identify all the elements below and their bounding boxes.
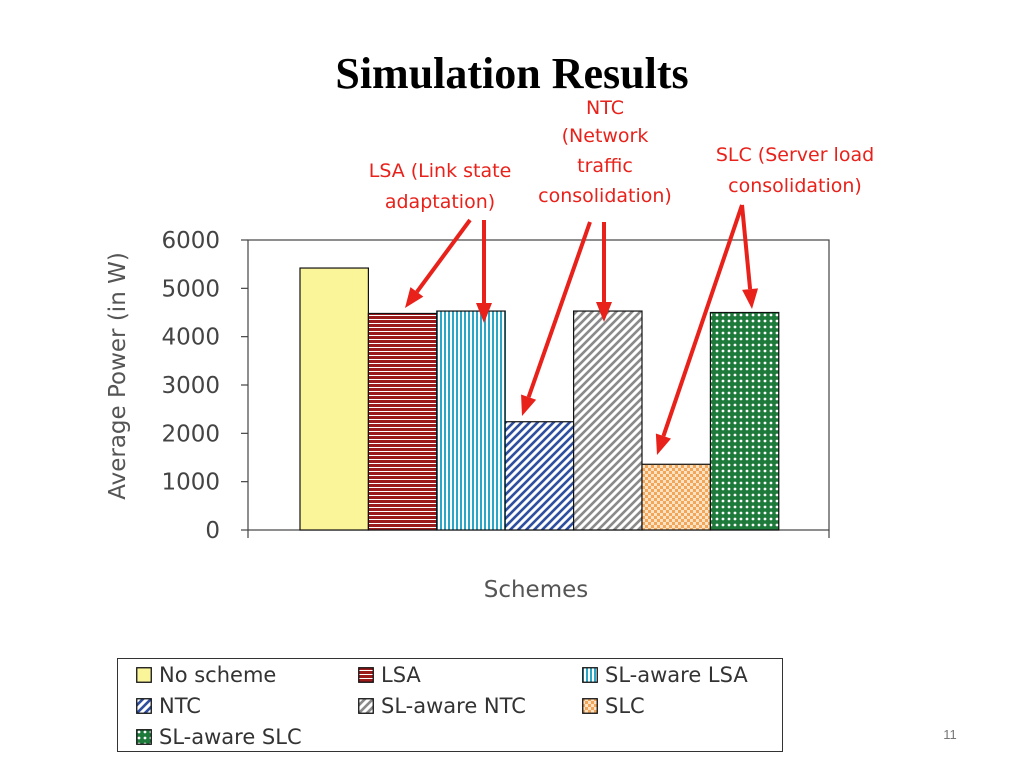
legend-item-lsa: LSA: [358, 661, 421, 689]
legend-swatch: [136, 698, 152, 714]
y-tick-label: 5000: [161, 276, 220, 302]
legend-item-ntc: NTC: [136, 692, 201, 720]
legend-swatch: [582, 698, 598, 714]
arrow-to-ntc: [521, 221, 592, 416]
legend-item-no-scheme: No scheme: [136, 661, 276, 689]
annotation-slc-line-2: consolidation): [728, 175, 862, 197]
x-axis-label: Schemes: [484, 577, 589, 603]
annotation-ntc: NTC (Network traffic consolidation): [515, 95, 695, 211]
arrow-to-sl-aware-slc: [740, 204, 759, 309]
chart-legend: No scheme LSA SL-aware LSA NTC SL-aware NTC S…: [117, 658, 783, 752]
slide-title: Simulation Results: [335, 49, 689, 98]
annotation-lsa-line-1: LSA (Link state: [368, 160, 512, 182]
legend-item-slc: SLC: [582, 692, 645, 720]
legend-label: NTC: [159, 694, 201, 718]
annotation-ntc-line-3: traffic: [577, 155, 633, 177]
arrow-to-sl-aware-ntc: [596, 222, 612, 322]
y-tick-label: 4000: [161, 325, 220, 351]
bar-sl-aware-lsa: [436, 310, 506, 531]
legend-item-sl-aware-slc: SL-aware SLC: [136, 723, 302, 751]
annotation-ntc-line-4: consolidation): [538, 185, 672, 207]
legend-item-sl-aware-lsa: SL-aware LSA: [582, 661, 748, 689]
bar-slc: [641, 463, 712, 531]
legend-label: No scheme: [159, 663, 277, 687]
legend-swatch: [358, 667, 374, 683]
annotation-ntc-line-2: (Network: [561, 125, 649, 147]
bar-no-scheme: [299, 267, 370, 531]
y-tick-label: 6000: [161, 228, 220, 254]
annotation-arrows: [405, 204, 759, 455]
y-axis-label: Average Power (in W): [105, 252, 131, 500]
y-axis-ticks: 0 1000 2000 3000 4000 5000 6000: [161, 228, 248, 544]
legend-label: SLC: [605, 694, 645, 718]
arrow-to-slc: [655, 204, 744, 455]
slide-number: 11: [943, 727, 957, 742]
annotation-lsa-line-2: adaptation): [384, 191, 496, 213]
bar-sl-aware-slc: [709, 311, 780, 531]
annotation-ntc-line-1: NTC: [586, 97, 624, 119]
legend-item-sl-aware-ntc: SL-aware NTC: [358, 692, 526, 720]
annotation-lsa: LSA (Link state adaptation): [340, 156, 540, 218]
y-tick-label: 3000: [161, 373, 220, 399]
legend-label: SL-aware SLC: [159, 725, 302, 749]
legend-swatch: [358, 698, 374, 714]
y-tick-label: 0: [205, 518, 220, 544]
legend-label: LSA: [381, 663, 421, 687]
bars: [299, 267, 780, 531]
legend-label: SL-aware NTC: [381, 694, 526, 718]
y-tick-label: 2000: [161, 421, 220, 447]
y-tick-label: 1000: [161, 470, 220, 496]
bar-sl-aware-ntc: [572, 310, 643, 531]
legend-swatch: [136, 729, 152, 745]
annotation-slc: SLC (Server load consolidation): [685, 140, 905, 202]
legend-label: SL-aware LSA: [605, 663, 748, 687]
annotation-slc-line-1: SLC (Server load: [715, 144, 875, 166]
bar-lsa: [367, 312, 438, 531]
arrow-to-sl-aware-lsa: [476, 220, 492, 323]
bar-ntc: [504, 421, 575, 531]
legend-swatch: [582, 667, 598, 683]
arrow-to-lsa: [405, 218, 472, 308]
legend-swatch: [136, 667, 152, 683]
